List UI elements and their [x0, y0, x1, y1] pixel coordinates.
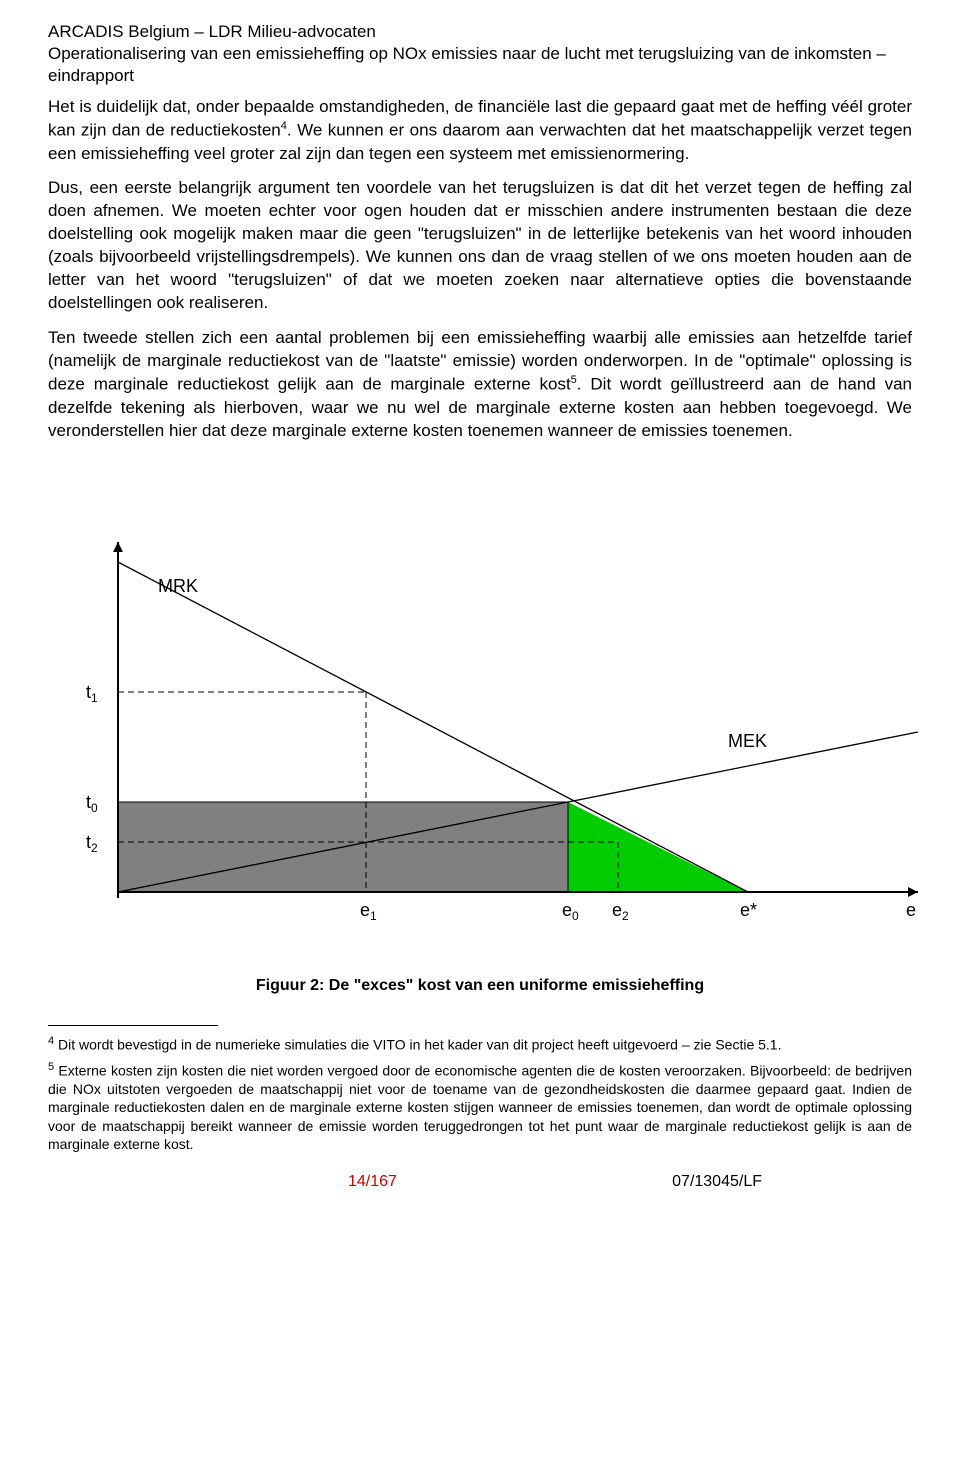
chart-container: MRKMEKt1t0t2e1e0e2e*e Figuur 2: De "exce… — [48, 532, 912, 995]
svg-text:e2: e2 — [612, 900, 629, 923]
svg-text:MRK: MRK — [158, 576, 198, 596]
svg-text:e0: e0 — [562, 900, 579, 923]
chart-caption: Figuur 2: De "exces" kost van een unifor… — [48, 977, 912, 995]
paragraph-1: Het is duidelijk dat, onder bepaalde oms… — [48, 96, 912, 165]
svg-text:e*: e* — [740, 900, 757, 920]
footnote-separator — [48, 1025, 218, 1026]
header-title-2: eindrapport — [48, 66, 912, 86]
page-footer: 14/167 07/13045/LF — [48, 1173, 912, 1191]
header-org: ARCADIS Belgium – LDR Milieu-advocaten — [48, 22, 912, 42]
header-title-1: Operationalisering van een emissieheffin… — [48, 44, 912, 64]
svg-text:e1: e1 — [360, 900, 377, 923]
footer-code: 07/13045/LF — [672, 1173, 762, 1191]
fn5-text: Externe kosten zijn kosten die niet word… — [48, 1063, 912, 1152]
footer-page: 14/167 — [348, 1173, 397, 1191]
svg-text:t1: t1 — [86, 682, 98, 705]
svg-text:t2: t2 — [86, 832, 98, 855]
footnote-4: 4 Dit wordt bevestigd in de numerieke si… — [48, 1034, 912, 1054]
page: ARCADIS Belgium – LDR Milieu-advocaten O… — [0, 0, 960, 1211]
paragraph-2: Dus, een eerste belangrijk argument ten … — [48, 177, 912, 315]
economic-chart: MRK MEK t1 t0 t2 e1 e0 e2 e* e — [48, 532, 918, 952]
svg-text:MEK: MEK — [728, 731, 767, 751]
svg-text:t0: t0 — [86, 792, 98, 815]
paragraph-3: Ten tweede stellen zich een aantal probl… — [48, 327, 912, 442]
footnote-5: 5 Externe kosten zijn kosten die niet wo… — [48, 1060, 912, 1153]
svg-text:e: e — [906, 900, 916, 920]
fn4-text: Dit wordt bevestigd in de numerieke simu… — [54, 1037, 781, 1053]
